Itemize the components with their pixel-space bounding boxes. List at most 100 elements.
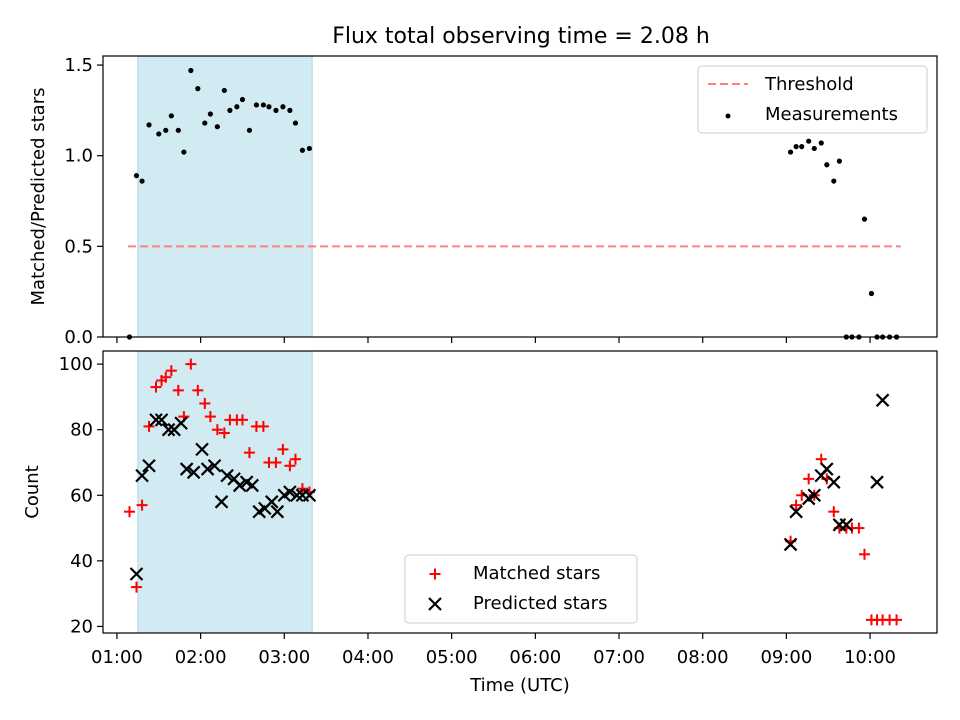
measurement-point: [818, 140, 824, 146]
measurement-point: [799, 144, 805, 150]
predicted-star-point: [290, 488, 304, 503]
matched-star-point: [243, 447, 255, 459]
observing-window-shade: [137, 56, 313, 337]
matched-star-point: [296, 483, 308, 495]
measurement-point: [824, 162, 830, 168]
top-legend-box: [697, 65, 928, 134]
predicted-star-point-b: [149, 413, 163, 427]
predicted-star-point: [161, 422, 176, 437]
predicted-star-point-b: [186, 465, 201, 480]
measurement-point: [793, 144, 799, 150]
bottom-y-axis-label: Count: [22, 465, 43, 518]
bottom-xtick-label: 06:00: [509, 647, 561, 668]
chart-title: Flux total observing time = 2.08 h: [332, 24, 710, 49]
measurement-point: [181, 149, 187, 155]
bottom-ytick-label: 100: [59, 354, 93, 375]
predicted-star-point-b: [839, 518, 854, 532]
predicted-star-point-b: [827, 475, 841, 489]
predicted-star-point-b: [264, 495, 279, 509]
matched-star-point: [150, 381, 162, 393]
predicted-star-point: [214, 495, 229, 509]
bottom-ytick-label: 60: [70, 485, 93, 506]
predicted-star-point-b: [195, 442, 209, 457]
measurement-point: [246, 127, 253, 133]
predicted-star-point-b: [174, 416, 188, 430]
bottom-xtick-label: 08:00: [677, 647, 729, 668]
bottom-xtick-label: 10:00: [844, 647, 896, 668]
matched-star-point: [891, 614, 903, 626]
predicted-star-point-b: [200, 462, 215, 476]
predicted-star-point: [195, 442, 209, 457]
predicted-star-point-b: [129, 567, 144, 581]
bottom-ytick-label: 20: [70, 616, 93, 637]
measurement-point: [168, 113, 174, 119]
predicted-star-point: [179, 462, 194, 476]
measurement-point: [861, 216, 868, 222]
bottom-xtick-label: 05:00: [426, 647, 478, 668]
legend-x-marker-b: [428, 597, 442, 611]
predicted-star-point-b: [179, 462, 194, 476]
predicted-star-point-b: [207, 458, 222, 473]
predicted-star-point-b: [220, 468, 234, 483]
matched-star-point: [211, 424, 223, 436]
ratio-panel: 0.0 0.5 1.0 1.5 Matched/Predicted stars Thr…: [28, 55, 938, 348]
matched-star-point: [160, 371, 172, 383]
top-axis-ticks: 0.0 0.5 1.0 1.5: [64, 55, 871, 348]
matched-star-point: [853, 522, 865, 534]
matched-star-point: [143, 420, 155, 432]
legend-plus-marker: [429, 568, 441, 580]
matched-star-point: [858, 548, 870, 560]
predicted-star-point: [142, 458, 156, 473]
predicted-star-point-b: [789, 504, 803, 519]
measurement-point: [195, 86, 201, 92]
measurement-point: [221, 87, 227, 94]
measurement-point: [280, 104, 286, 110]
predicted-star-point-b: [807, 488, 822, 503]
matched-star-point: [185, 358, 197, 370]
measurement-point: [239, 96, 246, 103]
matched-star-point: [277, 443, 289, 455]
bottom-xtick-label: 07:00: [593, 647, 645, 668]
bottom-axis-ticks: 20 40 60 80 100 01:00 02:00 03:00 04:00 05:00 06:0…: [59, 354, 896, 668]
top-legend: Threshold Measurements: [697, 65, 928, 134]
predicted-star-point-b: [870, 475, 884, 489]
predicted-star-point: [283, 485, 297, 499]
legend-predicted-swatch: [428, 597, 442, 611]
bottom-xtick-label: 02:00: [175, 647, 227, 668]
predicted-star-point-b: [227, 472, 241, 486]
measurement-point: [831, 178, 837, 184]
legend-matched-swatch: [429, 568, 441, 580]
bottom-legend-box: [404, 554, 638, 624]
shade-region-top: [137, 56, 313, 337]
measurement-point: [163, 127, 169, 133]
predicted-star-point: [154, 413, 169, 427]
predicted-star-point-b: [239, 475, 254, 489]
top-ytick-label: 1.0: [64, 146, 93, 167]
measurement-point: [146, 122, 152, 128]
measurement-point: [787, 149, 794, 155]
top-y-axis-label: Matched/Predicted stars: [28, 88, 49, 306]
predicted-star-point: [270, 504, 285, 519]
measurement-point: [202, 120, 208, 126]
legend-measurements-swatch: [725, 113, 731, 119]
matched-star-point: [165, 365, 177, 377]
measurement-point: [806, 138, 812, 144]
predicted-star-point-b: [142, 458, 156, 473]
predicted-star-point-b: [214, 495, 229, 509]
measurement-point: [299, 147, 306, 153]
matched-star-point: [130, 581, 142, 593]
predicted-star-point: [807, 488, 822, 503]
predicted-star-point-b: [283, 485, 297, 499]
bottom-plot-frame: [102, 350, 938, 634]
predicted-star-point: [232, 478, 247, 493]
measurement-point: [234, 104, 240, 110]
matched-star-point: [123, 506, 135, 518]
legend-matched-label: Matched stars: [473, 563, 600, 584]
matched-star-point: [172, 384, 184, 396]
predicted-star-point-b: [270, 504, 285, 519]
bottom-ytick-label: 80: [70, 420, 93, 441]
legend-x-marker: [428, 597, 442, 611]
matched-star-point: [136, 499, 148, 511]
predicted-star-point: [783, 537, 798, 552]
